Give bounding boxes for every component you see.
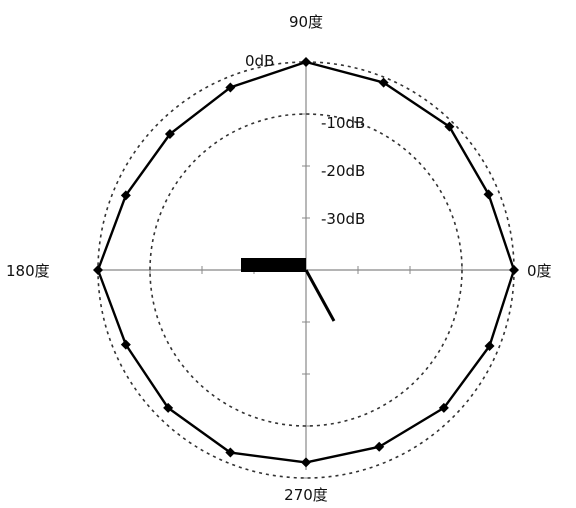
angle-label-0: 0度 bbox=[527, 262, 552, 280]
data-point-marker bbox=[301, 457, 311, 468]
data-point-marker bbox=[93, 265, 103, 275]
db-ring bbox=[149, 113, 463, 427]
db-label-20: -20dB bbox=[321, 162, 365, 180]
angle-label-90: 90度 bbox=[289, 13, 323, 31]
data-point-marker bbox=[438, 402, 449, 413]
data-point-marker bbox=[483, 189, 494, 200]
db-label-30: -30dB bbox=[321, 210, 365, 228]
data-point-marker bbox=[374, 441, 385, 452]
data-point-marker bbox=[301, 57, 311, 67]
data-point-marker bbox=[378, 77, 389, 88]
data-point-marker bbox=[484, 341, 495, 352]
data-point-marker bbox=[120, 339, 131, 350]
angle-label-180: 180度 bbox=[6, 262, 50, 280]
data-point-marker bbox=[509, 265, 519, 275]
speaker-pointer-icon bbox=[241, 258, 336, 322]
data-point-marker bbox=[120, 190, 131, 201]
series-markers bbox=[93, 57, 519, 468]
data-point-marker bbox=[225, 447, 236, 458]
db-label-0: 0dB bbox=[245, 52, 274, 70]
angle-label-270: 270度 bbox=[284, 486, 328, 504]
db-label-10: -10dB bbox=[321, 114, 365, 132]
data-point-marker bbox=[225, 82, 236, 93]
data-point-marker bbox=[444, 121, 455, 132]
data-point-marker bbox=[164, 128, 175, 139]
data-point-marker bbox=[163, 402, 174, 413]
